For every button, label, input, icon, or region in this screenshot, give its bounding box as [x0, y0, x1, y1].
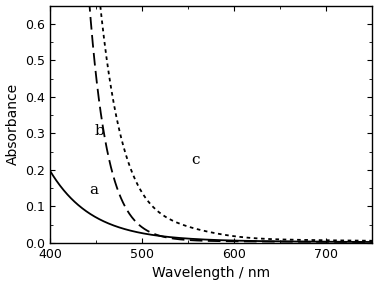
- Text: c: c: [191, 154, 200, 168]
- X-axis label: Wavelength / nm: Wavelength / nm: [152, 267, 270, 281]
- Text: a: a: [90, 183, 99, 197]
- Y-axis label: Absorbance: Absorbance: [6, 83, 20, 165]
- Text: b: b: [94, 124, 104, 138]
